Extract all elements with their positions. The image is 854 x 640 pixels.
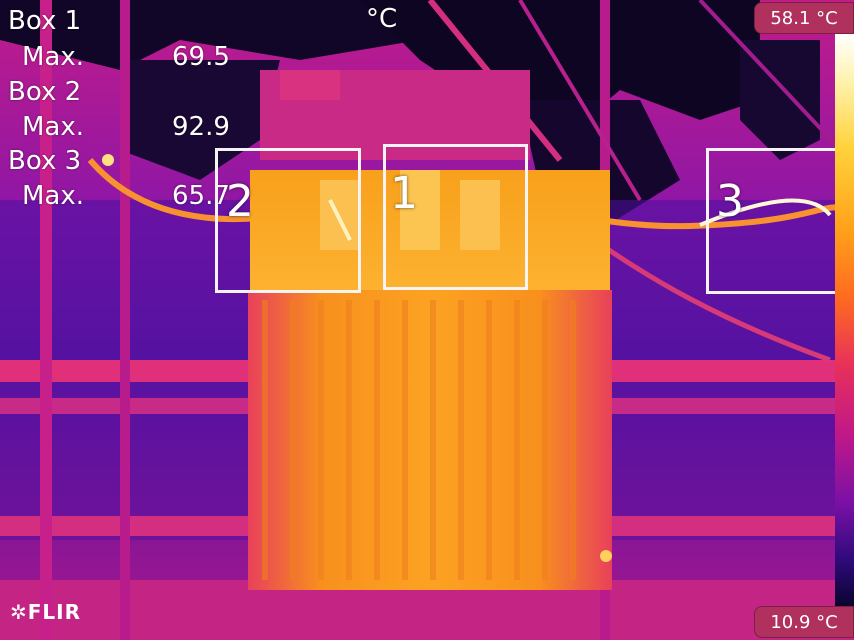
scale-min-label: 10.9 °C <box>754 606 854 638</box>
temperature-unit: °C <box>366 4 398 34</box>
box2-stat-label: Max. <box>22 112 85 142</box>
scale-max-label: 58.1 °C <box>754 2 854 34</box>
measurement-box-1-number: 1 <box>390 168 418 219</box>
measurement-box-1[interactable] <box>383 144 528 290</box>
box1-label: Box 1 <box>8 6 82 36</box>
box3-stat-label: Max. <box>22 181 85 211</box>
box1-stat-label: Max. <box>22 42 85 72</box>
flir-logo: ✲FLIR <box>10 600 81 624</box>
temperature-color-scale <box>835 34 854 606</box>
flir-logo-text: FLIR <box>27 600 82 624</box>
box3-label: Box 3 <box>8 146 82 176</box>
measurement-box-2-number: 2 <box>226 176 254 227</box>
measurement-box-3[interactable] <box>706 148 841 294</box>
measurement-box-3-number: 3 <box>716 176 744 227</box>
box2-label: Box 2 <box>8 77 82 107</box>
box3-max-value: 65.7 <box>172 181 230 211</box>
box2-max-value: 92.9 <box>172 112 230 142</box>
measurement-box-2[interactable] <box>215 148 361 293</box>
box1-max-value: 69.5 <box>172 42 230 72</box>
flir-mark-icon: ✲ <box>10 600 28 624</box>
